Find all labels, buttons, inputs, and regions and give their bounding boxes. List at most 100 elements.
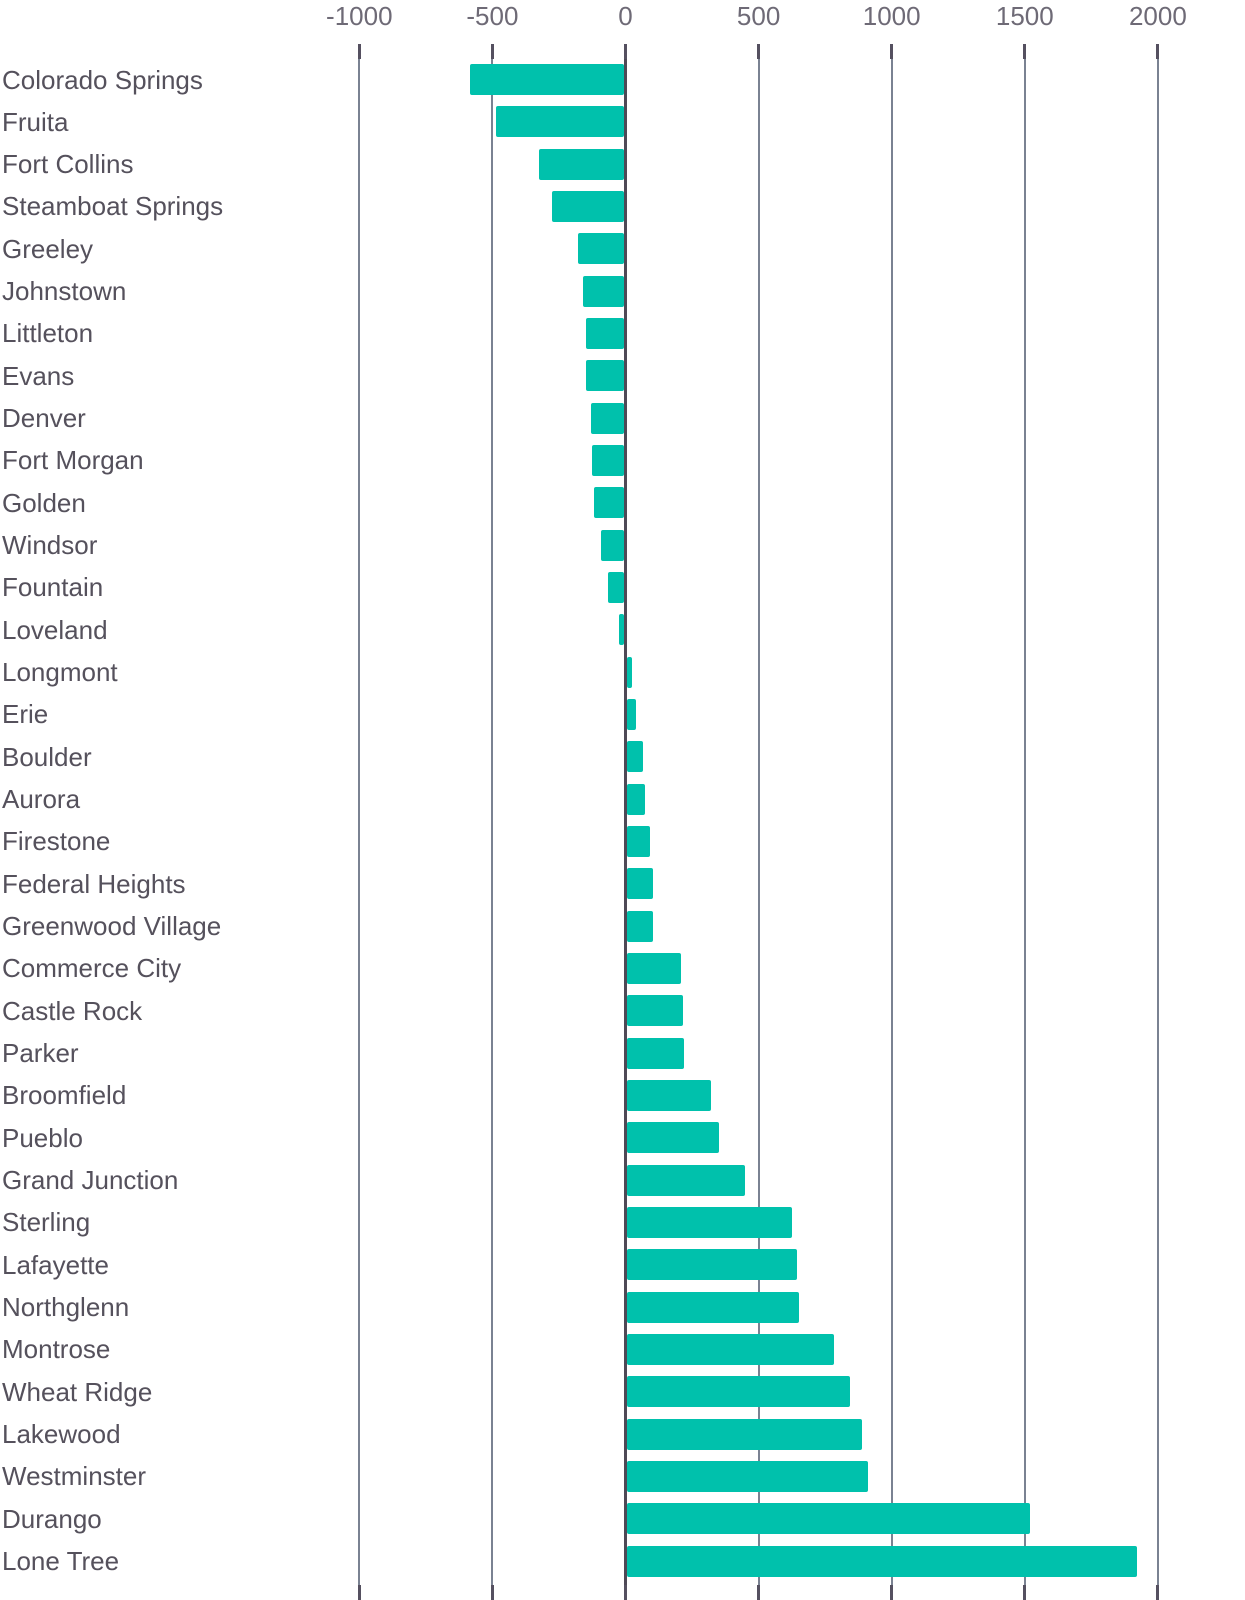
bar [592,444,624,476]
bar [578,233,624,265]
x-axis-tick-label: -500 [466,1,519,31]
category-label: Westminster [2,1461,146,1492]
bar [627,1164,746,1196]
category-label: Commerce City [2,953,182,984]
category-label: Fort Morgan [2,445,144,476]
category-label: Pueblo [2,1122,83,1153]
bar [552,190,624,222]
category-label: Erie [2,699,49,730]
zero-gridline [624,46,627,1600]
x-axis-tick-label: 1000 [862,1,921,31]
bar [583,275,624,307]
category-label: Boulder [2,741,92,772]
bar [619,614,624,646]
bar [627,825,650,857]
x-axis-tick-label: 0 [618,1,633,31]
category-label: Golden [2,487,86,518]
bar [627,1376,851,1408]
category-label: Fountain [2,572,104,603]
gridline [1156,46,1159,1600]
bar [627,1291,799,1323]
bar [627,1503,1031,1535]
bar [600,529,624,561]
category-label: Greeley [2,233,94,264]
category-label: Windsor [2,530,98,561]
bar [585,317,624,349]
category-label: Johnstown [2,276,127,307]
category-label: Lone Tree [2,1546,120,1577]
category-label: Evans [2,360,75,391]
bar [627,1037,685,1069]
bar [496,106,624,138]
axis-tick-top [357,44,361,59]
bar [627,698,637,730]
gridline [1023,46,1026,1600]
axis-tick-top [490,44,494,59]
bar [627,741,644,773]
bar [586,360,624,392]
axis-tick-top [624,44,627,59]
bar [627,1206,792,1238]
bar [538,148,624,180]
category-label: Montrose [2,1334,111,1365]
bar [608,571,624,603]
gridline [757,46,760,1600]
bar [627,656,633,688]
category-label: Sterling [2,1207,91,1238]
category-label: Parker [2,1038,79,1069]
bar [627,868,654,900]
x-axis-tick-label: 1500 [995,1,1054,31]
category-label: Lafayette [2,1249,109,1280]
axis-tick-top [757,44,761,59]
x-axis-tick-label: 500 [736,1,781,31]
category-label: Denver [2,403,86,434]
category-label: Firestone [2,826,111,857]
bar [627,1545,1137,1577]
gridline [358,46,361,1600]
bar [627,910,653,942]
category-label: Littleton [2,318,94,349]
category-label: Broomfield [2,1080,127,1111]
bar [469,64,624,95]
category-label: Castle Rock [2,995,143,1026]
category-label: Federal Heights [2,868,186,899]
bar [627,952,682,984]
axis-tick-bottom [624,1585,627,1600]
axis-tick-bottom [1156,1585,1160,1600]
category-label: Aurora [2,784,81,815]
gridline [890,46,893,1600]
category-label: Colorado Springs [2,64,203,95]
axis-tick-bottom [890,1585,894,1600]
category-label: Greenwood Village [2,911,222,942]
x-axis-tick-label: -1000 [326,1,393,31]
bar [627,1460,868,1492]
category-label: Grand Junction [2,1165,179,1196]
category-label: Steamboat Springs [2,191,224,222]
bar [627,1249,798,1281]
category-label: Lakewood [2,1419,121,1450]
axis-tick-top [1156,44,1160,59]
axis-tick-top [1023,44,1027,59]
gridline [491,46,494,1600]
category-label: Fort Collins [2,149,134,180]
bar [627,1333,835,1365]
category-label: Northglenn [2,1292,130,1323]
category-label: Durango [2,1503,102,1534]
axis-tick-bottom [757,1585,761,1600]
category-label: Fruita [2,106,69,137]
category-label: Wheat Ridge [2,1376,153,1407]
x-axis-tick-label: 2000 [1128,1,1187,31]
bar [590,402,624,434]
category-label: Longmont [2,657,118,688]
bar [627,783,646,815]
bar [627,1418,863,1450]
axis-tick-bottom [1023,1585,1027,1600]
axis-tick-top [890,44,894,59]
bar [627,1122,719,1154]
bar [627,995,683,1027]
axis-tick-bottom [357,1585,361,1600]
axis-tick-bottom [490,1585,494,1600]
bar [627,1079,711,1111]
bar [594,487,624,519]
